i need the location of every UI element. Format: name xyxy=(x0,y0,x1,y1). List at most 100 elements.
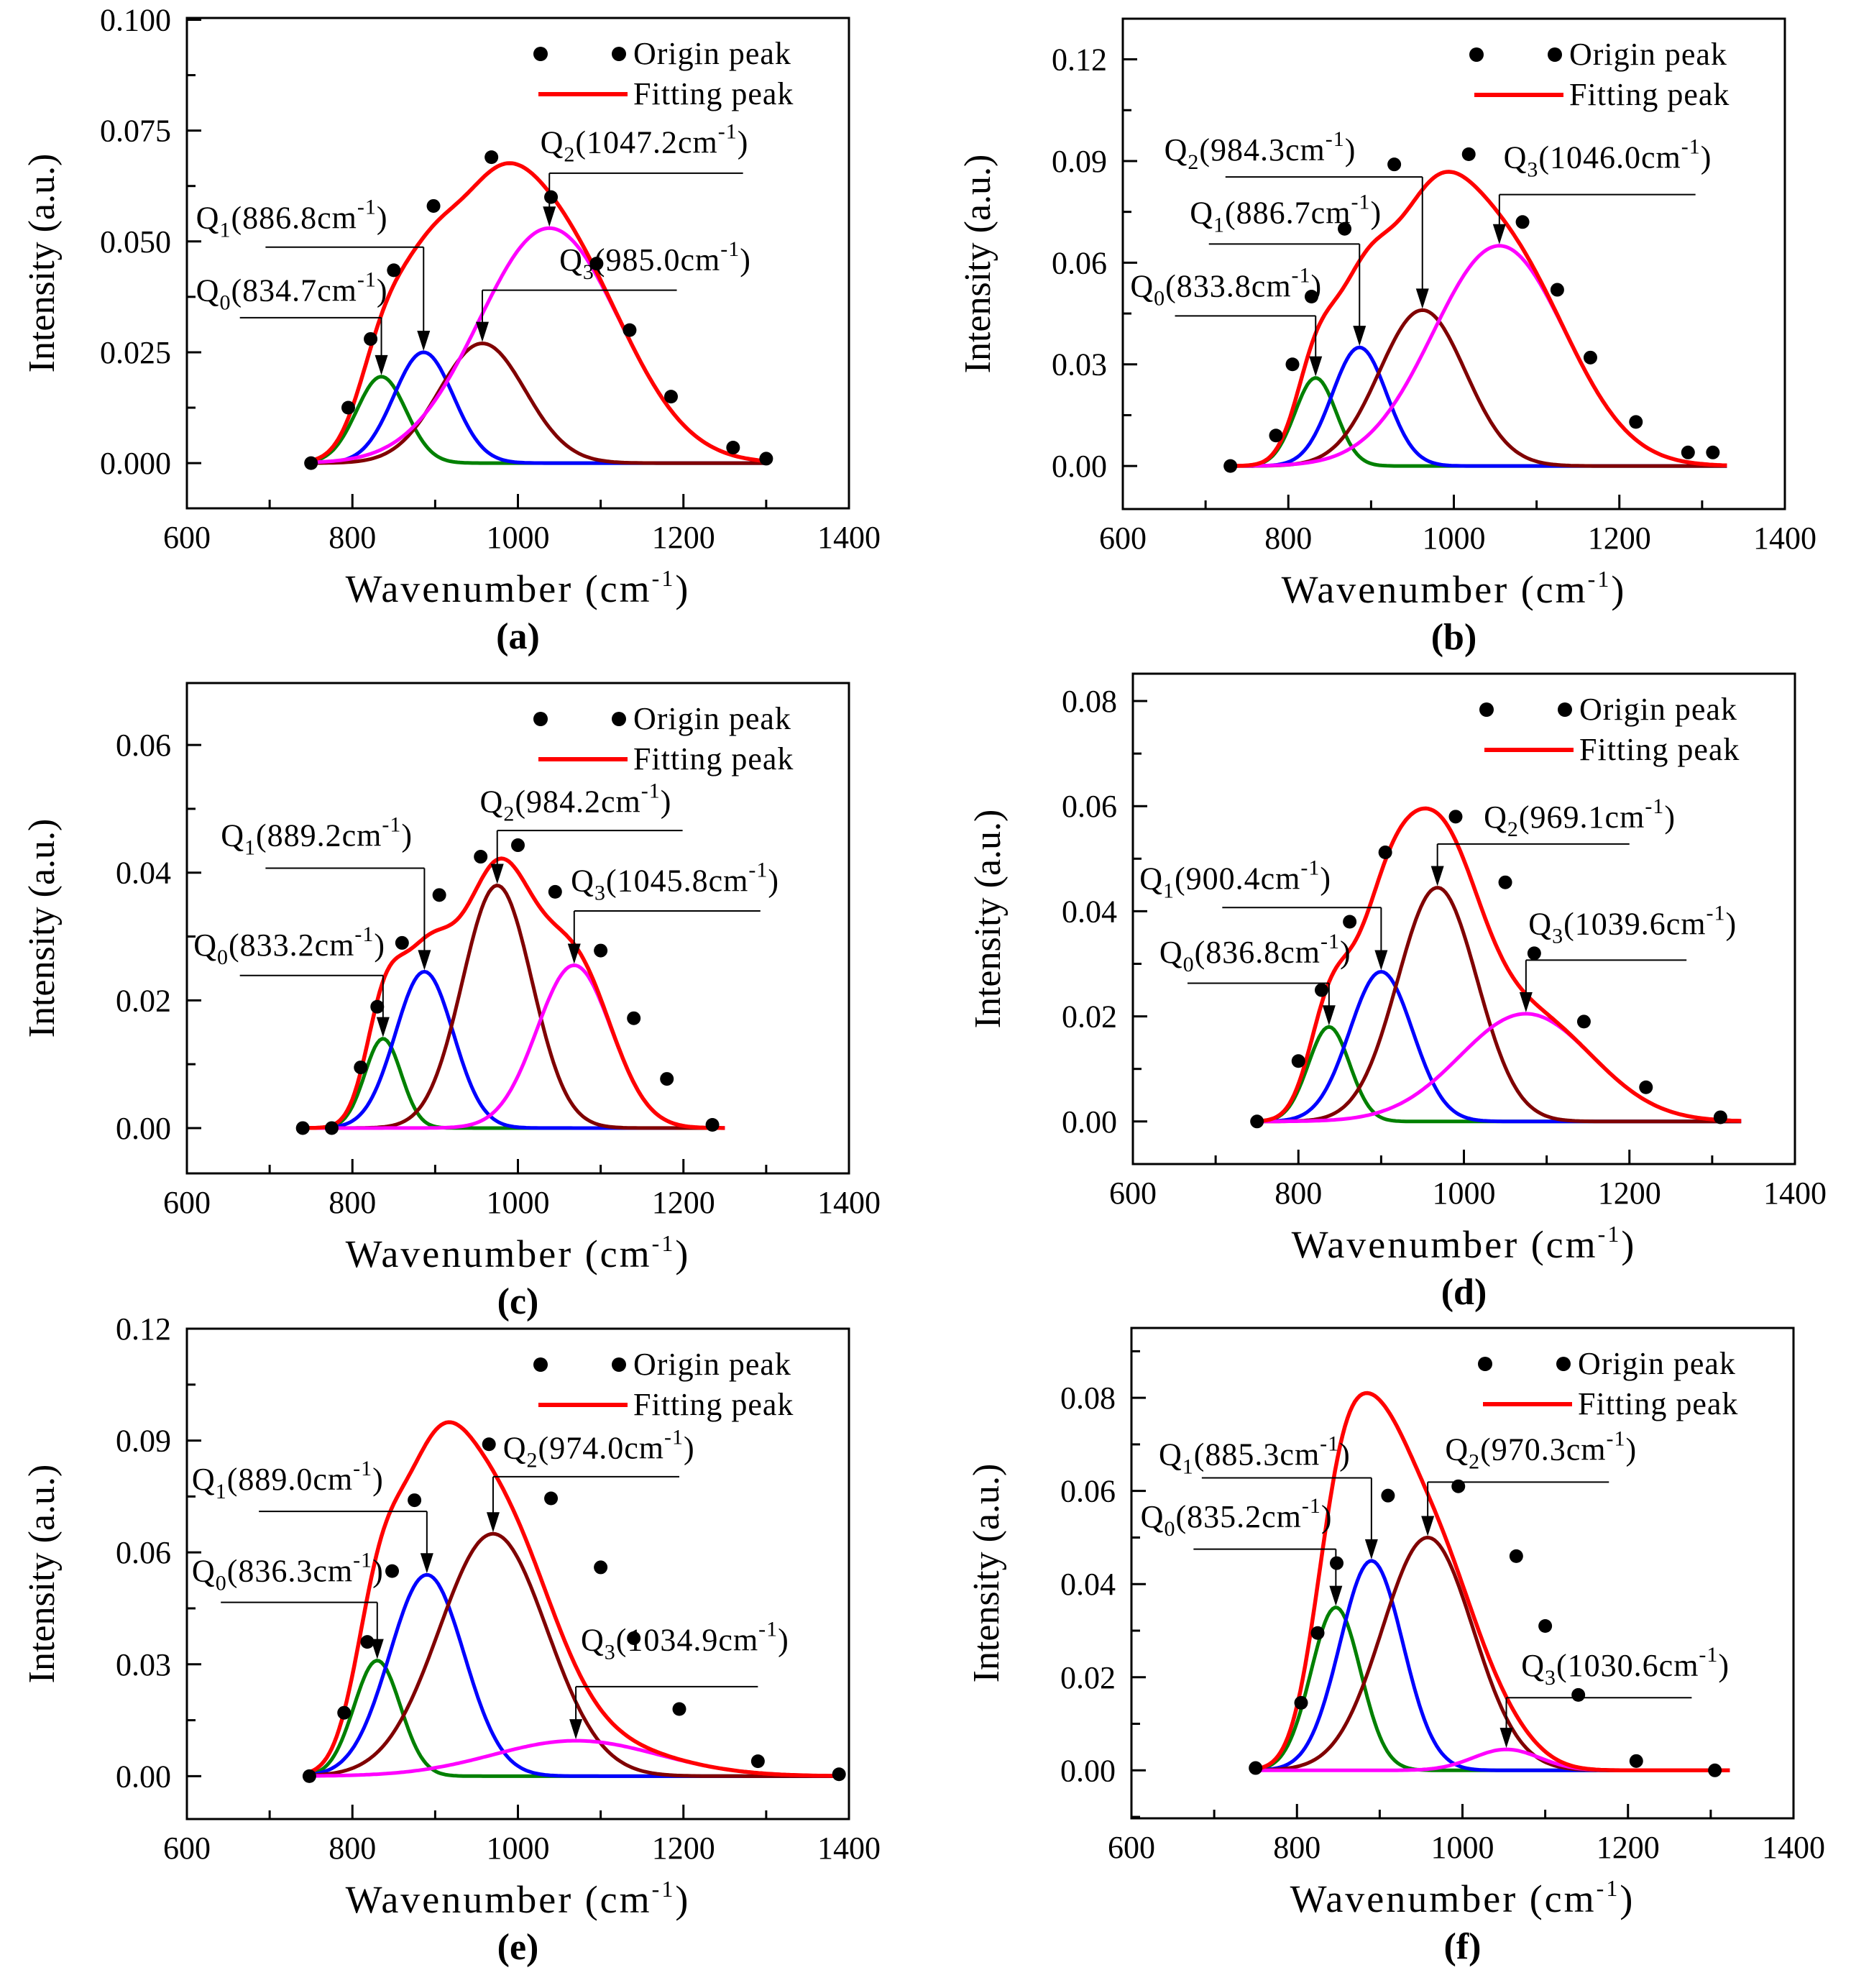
y-tick-label: 0.12 xyxy=(1052,42,1107,78)
text-part: -1 xyxy=(353,1457,372,1480)
arrow-head-icon xyxy=(1364,1539,1378,1559)
text-part: 2 xyxy=(527,1448,538,1472)
origin-peak-point xyxy=(663,390,678,404)
y-tick-label: 0.02 xyxy=(1062,999,1117,1035)
origin-peak-point xyxy=(1461,147,1476,162)
text-part: (1030.6cm xyxy=(1556,1648,1699,1683)
legend-label-fitting: Fitting peak xyxy=(1579,732,1740,767)
fitting-peak-curve xyxy=(1257,806,1742,1124)
peak-annotation: Q2(984.3cm-1) xyxy=(1165,127,1429,309)
y-tick-label: 0.09 xyxy=(116,1424,171,1459)
arrow-head-icon xyxy=(1309,356,1323,377)
legend-label-fitting: Fitting peak xyxy=(1578,1386,1738,1421)
y-tick-label: 0.06 xyxy=(1060,1474,1116,1509)
text-part: ) xyxy=(661,784,672,819)
text-part: Q xyxy=(1139,861,1163,897)
x-tick-label: 1400 xyxy=(1762,1830,1825,1865)
x-tick-label: 800 xyxy=(1264,521,1312,556)
origin-peak-point xyxy=(1310,1626,1325,1640)
text-part: Q xyxy=(571,863,594,898)
text-part: Wavenumber (cm xyxy=(346,567,652,610)
text-part: -1 xyxy=(354,922,374,946)
annotation-label: Q0(836.8cm-1) xyxy=(1159,930,1351,976)
arrow-head-icon xyxy=(376,1017,390,1037)
text-part: ) xyxy=(1718,1648,1730,1683)
origin-peak-point xyxy=(1343,915,1357,929)
plot-area xyxy=(1249,1391,1730,1777)
text-part: Wavenumber (cm xyxy=(1290,1877,1597,1920)
text-part: -1 xyxy=(1320,1432,1339,1455)
text-part: -1 xyxy=(720,237,740,261)
text-part: Q xyxy=(1141,1499,1165,1534)
fitting-peak-curve xyxy=(1230,170,1727,468)
text-part: Q xyxy=(1504,139,1528,175)
fitting-peak-curve xyxy=(308,1420,841,1778)
text-part: 3 xyxy=(1527,157,1538,181)
text-part: 3 xyxy=(605,1641,616,1664)
panel-label: (b) xyxy=(1431,617,1477,658)
x-tick-label: 600 xyxy=(1099,521,1147,556)
peak-annotation: Q0(836.3cm-1) xyxy=(192,1549,384,1659)
text-part: ) xyxy=(675,1232,690,1275)
legend-label-origin: Origin peak xyxy=(1579,692,1737,727)
plot-area xyxy=(302,1420,846,1783)
legend-marker-origin xyxy=(533,1357,548,1372)
peak-annotation: Q2(1047.2cm-1) xyxy=(541,119,748,227)
text-part: (1045.8cm xyxy=(606,863,748,898)
origin-peak-point xyxy=(474,850,488,864)
text-part: -1 xyxy=(382,812,401,836)
peak-annotation: Q1(900.4cm-1) xyxy=(1139,856,1388,971)
origin-peak-point xyxy=(370,999,385,1014)
origin-peak-point xyxy=(432,888,446,902)
text-part: -1 xyxy=(1699,1643,1718,1667)
origin-peak-point xyxy=(295,1121,310,1135)
x-tick-label: 1400 xyxy=(817,520,881,555)
text-part: (836.8cm xyxy=(1195,935,1320,970)
annotation-label: Q3(1034.9cm-1) xyxy=(581,1618,789,1664)
origin-peak-point xyxy=(832,1767,846,1782)
peak-annotation: Q3(1034.9cm-1) xyxy=(569,1618,789,1740)
x-axis-title: Wavenumber (cm-1) xyxy=(1290,1875,1635,1920)
x-axis-title: Wavenumber (cm-1) xyxy=(1282,566,1627,611)
legend-label-fitting: Fitting peak xyxy=(633,1387,794,1422)
origin-peak-point xyxy=(1713,1110,1727,1124)
text-part: Q xyxy=(192,1462,216,1497)
text-part: -1 xyxy=(652,1876,676,1902)
y-tick-label: 0.06 xyxy=(116,1535,171,1570)
origin-peak-point xyxy=(627,1631,641,1645)
origin-peak-point xyxy=(1550,283,1564,297)
legend-label-origin: Origin peak xyxy=(633,1347,791,1382)
text-part: -1 xyxy=(1645,794,1664,818)
text-part: Q xyxy=(193,927,217,963)
annotation-label: Q3(1046.0cm-1) xyxy=(1504,134,1712,181)
arrow-head-icon xyxy=(370,1639,384,1659)
text-part: -1 xyxy=(1607,1426,1626,1450)
annotation-label: Q0(835.2cm-1) xyxy=(1141,1494,1333,1541)
x-tick-label: 1000 xyxy=(1431,1830,1494,1865)
peak-annotation: Q2(969.1cm-1) xyxy=(1430,794,1676,887)
text-part: -1 xyxy=(652,1230,676,1256)
y-tick-label: 0.025 xyxy=(100,335,171,370)
legend: Origin peak Fitting peak xyxy=(533,701,793,777)
origin-peak-point xyxy=(1629,415,1643,429)
origin-peak-point xyxy=(1381,1488,1395,1503)
arrow-head-icon xyxy=(1519,991,1533,1012)
component-curve-q2 xyxy=(309,1531,841,1778)
y-tick-label: 0.03 xyxy=(116,1647,171,1682)
text-part: ) xyxy=(768,863,779,898)
x-tick-label: 1400 xyxy=(817,1831,881,1866)
x-tick-label: 1400 xyxy=(1763,1176,1827,1211)
x-tick-label: 600 xyxy=(163,1831,211,1866)
x-tick-label: 1000 xyxy=(1423,521,1486,556)
x-tick-label: 1000 xyxy=(487,1831,550,1866)
y-tick-label: 0.04 xyxy=(1062,894,1117,929)
origin-peak-point xyxy=(385,1564,400,1578)
text-part: (889.2cm xyxy=(256,817,382,853)
text-part: ) xyxy=(1664,800,1676,835)
text-part: (889.0cm xyxy=(227,1462,353,1497)
origin-peak-point xyxy=(360,1635,375,1649)
legend-marker-origin xyxy=(1556,1357,1571,1371)
text-part: Q xyxy=(559,242,583,278)
origin-peak-point xyxy=(672,1702,686,1716)
legend-label-origin: Origin peak xyxy=(1578,1346,1736,1381)
